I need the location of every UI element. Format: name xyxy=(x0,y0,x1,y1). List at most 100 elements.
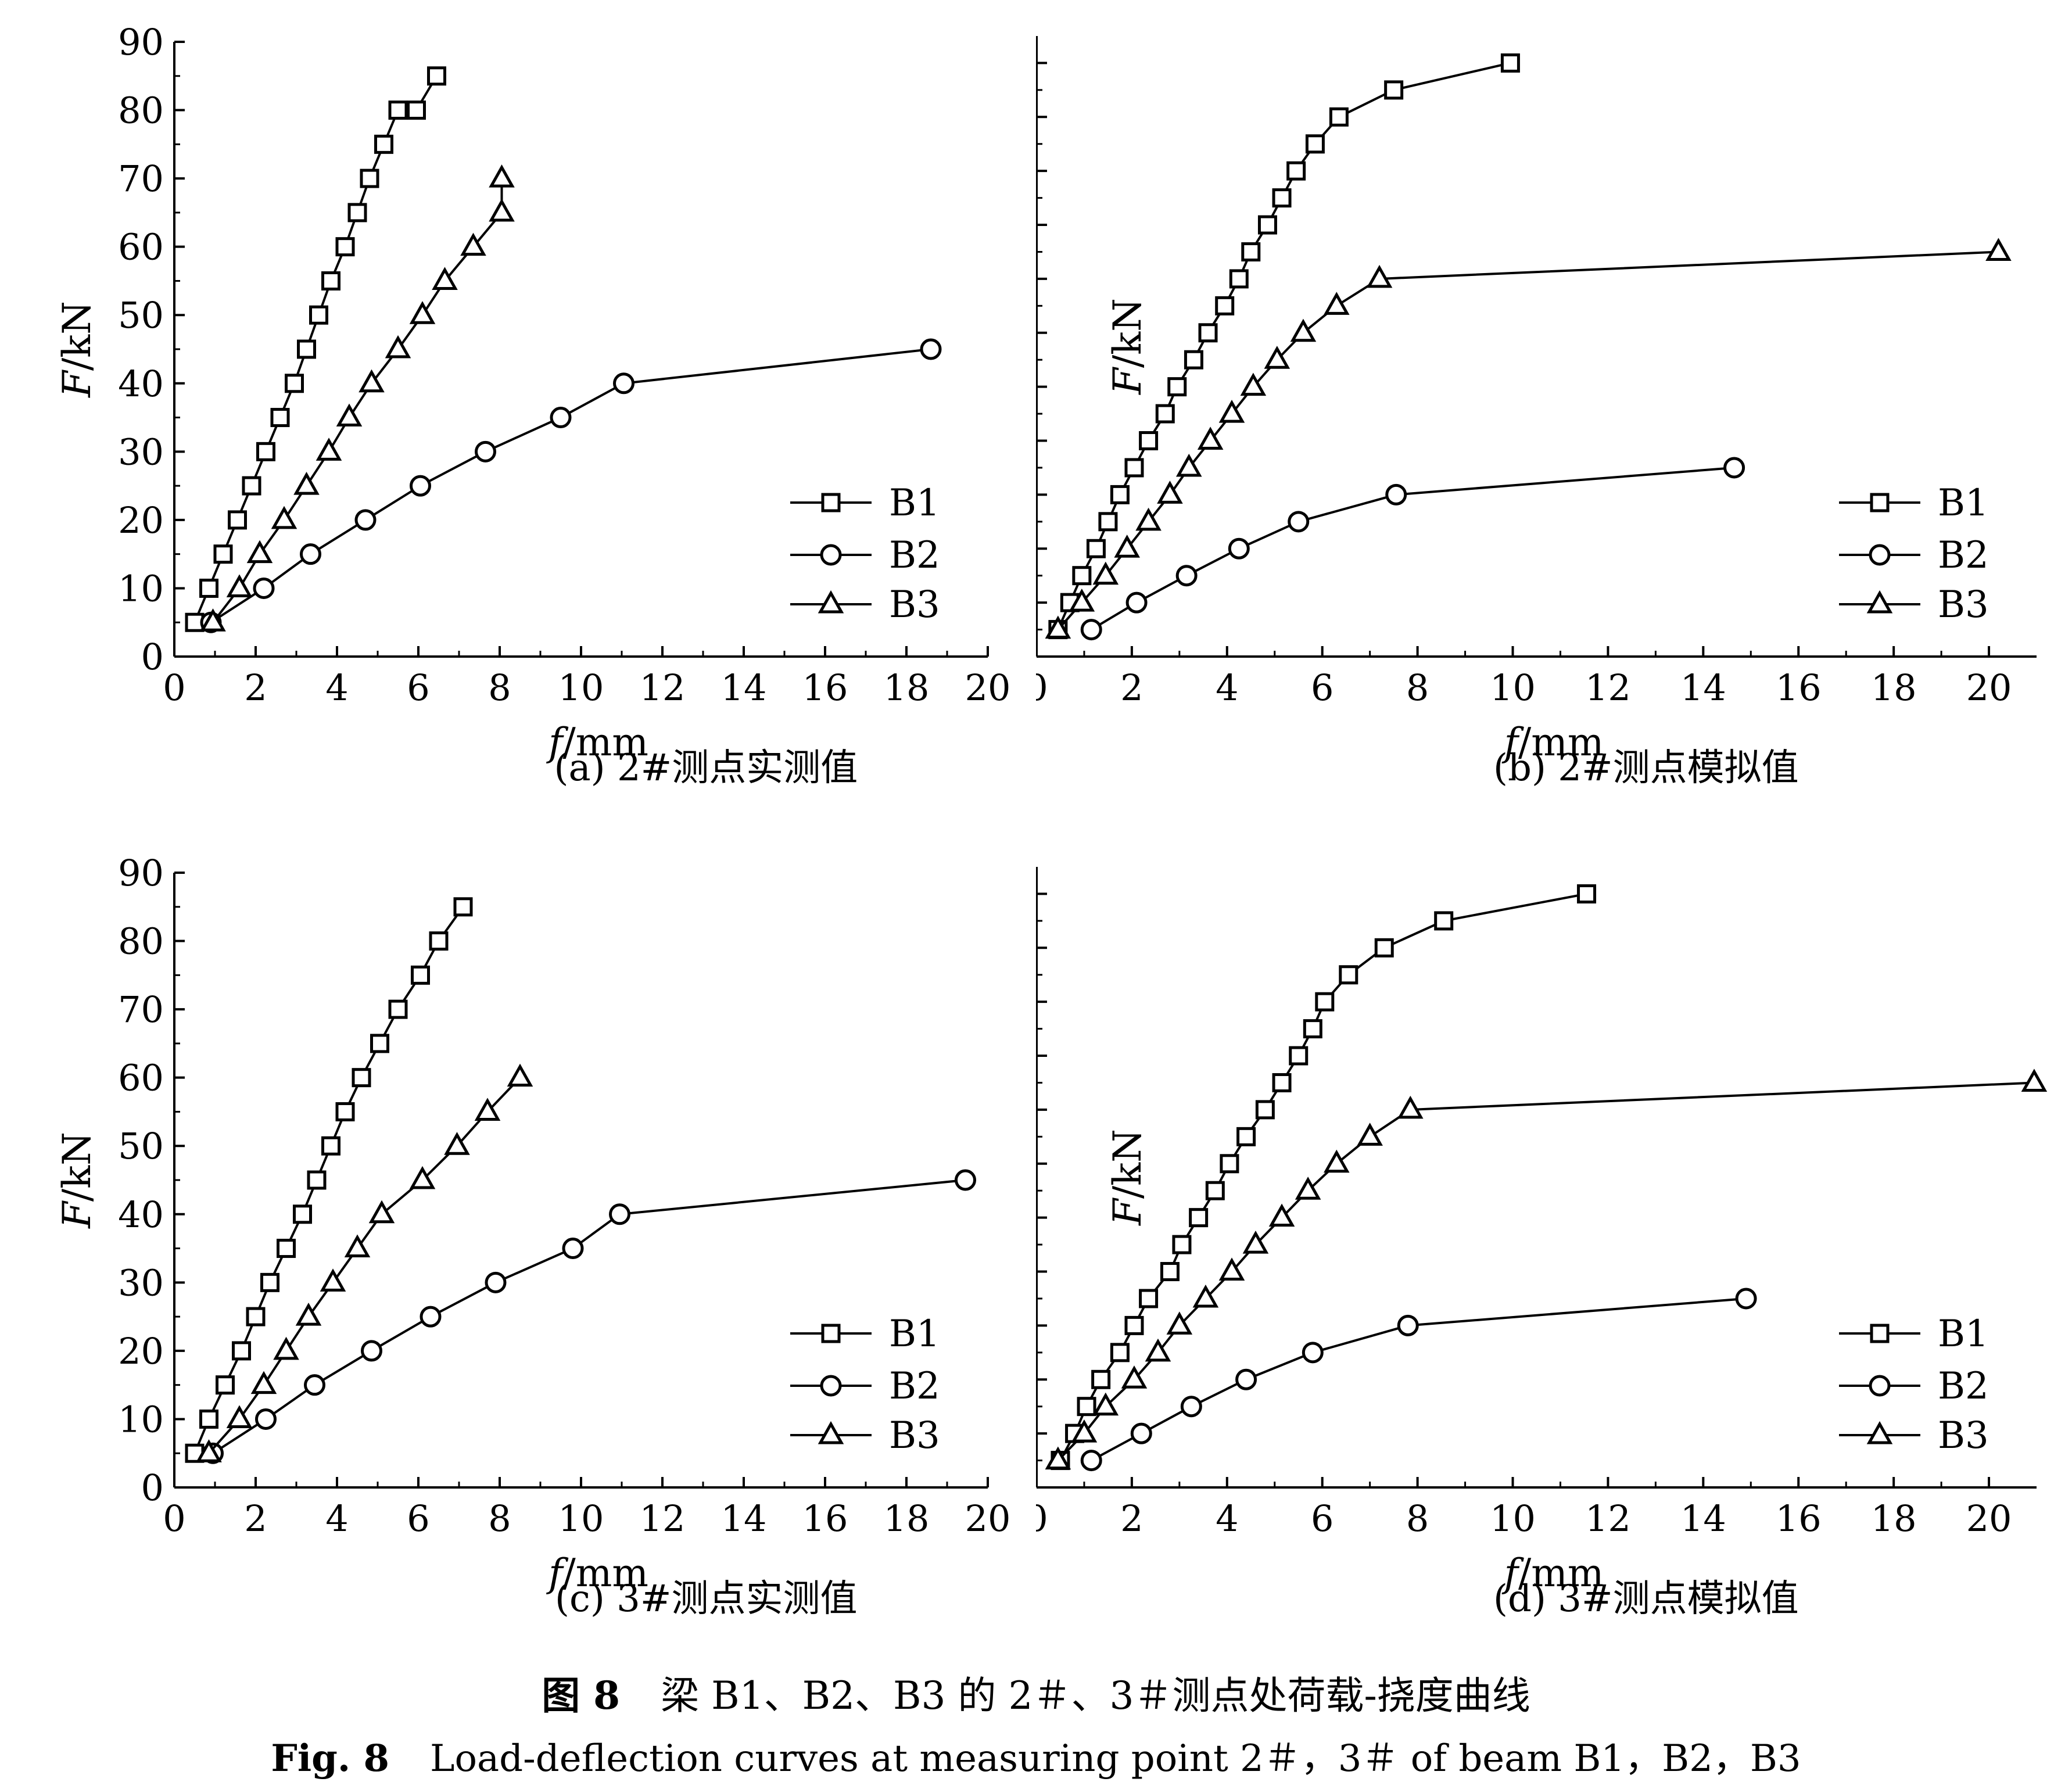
data-point-b3 xyxy=(1290,318,1317,342)
legend-label-b2: B2 xyxy=(1938,1365,1989,1408)
data-point-b1 xyxy=(1339,965,1358,985)
data-point-b1 xyxy=(1303,1019,1322,1039)
data-point-b1 xyxy=(270,408,290,428)
data-point-b1 xyxy=(1205,1181,1225,1200)
x-tick-label: 2 xyxy=(244,1497,267,1540)
y-tick-label: 80 xyxy=(118,920,164,963)
data-point-b1 xyxy=(370,1034,389,1053)
data-point-b1 xyxy=(1110,485,1130,504)
data-point-b3 xyxy=(336,403,363,427)
data-point-b3 xyxy=(1071,1419,1098,1443)
data-point-b1 xyxy=(1172,1235,1192,1254)
chart-svg-a: 0 10 20 30 40 50 60 70 80 90 0 2 4 6 8 10 12 14 16 18 20 f/mm… xyxy=(55,21,1011,765)
x-tick-label: 20 xyxy=(1966,1497,2012,1540)
data-point-b3 xyxy=(489,198,515,222)
x-tick-label: 0 xyxy=(163,1497,185,1540)
data-point-b2 xyxy=(1735,1288,1757,1310)
series-line-b2 xyxy=(1091,1297,1747,1462)
data-point-b1 xyxy=(1272,1073,1292,1092)
series-b1 xyxy=(185,897,473,1463)
legend-label-b3: B3 xyxy=(889,583,940,626)
legend-marker-b3 xyxy=(818,1421,844,1444)
data-point-b2 xyxy=(562,1238,584,1260)
data-point-b1 xyxy=(297,339,316,359)
data-point-b3 xyxy=(1295,1177,1321,1200)
data-point-b2 xyxy=(304,1374,325,1396)
legend-marker-b3 xyxy=(818,590,844,614)
series-line-b3 xyxy=(208,1077,521,1454)
x-tick-label: 20 xyxy=(965,666,1011,709)
data-point-b3 xyxy=(226,574,253,597)
data-point-b1 xyxy=(1434,911,1454,931)
figure-caption-english: Fig. 8 Load-deflection curves at measurin… xyxy=(0,1729,2072,1782)
y-axis-title-symbol: F xyxy=(55,370,99,398)
legend: B1 B2 B3 xyxy=(790,1313,940,1457)
y-tick-label: 50 xyxy=(118,294,164,336)
data-point-b2 xyxy=(300,543,321,565)
x-tick-label: 18 xyxy=(884,666,930,709)
legend-marker-b2 xyxy=(820,544,842,566)
data-point-b1 xyxy=(1236,1127,1256,1146)
data-point-b1 xyxy=(1241,242,1261,261)
data-point-b3 xyxy=(1145,1338,1171,1362)
data-point-b3 xyxy=(320,1268,346,1292)
y-tick-label: 0 xyxy=(141,1467,164,1509)
data-point-b1 xyxy=(427,66,446,86)
data-point-b1 xyxy=(374,134,393,154)
data-point-b2 xyxy=(1180,1396,1202,1418)
data-point-b1 xyxy=(1189,1208,1209,1228)
data-point-b3 xyxy=(1192,1284,1219,1308)
x-tick-label: 4 xyxy=(1216,1497,1238,1540)
y-tick-label: 20 xyxy=(118,1330,164,1372)
data-point-b3 xyxy=(1045,615,1071,639)
legend: B1 B2 B3 xyxy=(1839,482,1989,626)
series-b1 xyxy=(185,66,446,632)
data-point-b3 xyxy=(1397,1095,1424,1119)
data-point-b1 xyxy=(256,442,275,461)
chart-svg-b: 0102030405060708090100110024681012141618… xyxy=(1036,36,2037,765)
data-point-b1 xyxy=(1215,296,1235,315)
series-line-b3 xyxy=(1057,250,1999,630)
series-b3 xyxy=(1045,238,2012,639)
y-axis-title: F/kN xyxy=(55,301,99,398)
series-b3 xyxy=(200,164,515,632)
y-tick-label: 70 xyxy=(118,157,164,200)
data-point-b3 xyxy=(250,1371,277,1394)
data-point-b3 xyxy=(2021,1069,2048,1092)
data-point-b1 xyxy=(360,168,379,188)
legend-label-b2: B2 xyxy=(889,534,940,577)
data-point-b1 xyxy=(1329,107,1349,127)
legend-marker-b3 xyxy=(1866,1421,1893,1444)
data-point-b1 xyxy=(388,999,408,1019)
data-point-b3 xyxy=(1366,264,1393,288)
x-tick-label: 10 xyxy=(1490,1497,1536,1540)
data-point-b1 xyxy=(1577,884,1597,903)
x-tick-label: 0 xyxy=(163,666,185,709)
data-point-b2 xyxy=(955,1169,976,1191)
data-point-b1 xyxy=(1315,992,1335,1012)
data-point-b2 xyxy=(1235,1368,1257,1390)
x-axis-title: f/mm xyxy=(546,720,648,765)
y-axis-title-unit: /kN xyxy=(1105,1129,1150,1199)
data-point-b3 xyxy=(1268,1203,1295,1227)
x-tick-label: 16 xyxy=(1776,666,1822,709)
legend-label-b1: B1 xyxy=(1938,1313,1989,1356)
x-tick-label: 12 xyxy=(640,666,686,709)
y-tick-label: 30 xyxy=(118,431,164,473)
data-point-b1 xyxy=(1184,350,1203,370)
subcaption-d: (d) 3#测点模拟值 xyxy=(1493,1577,1799,1620)
data-point-b3 xyxy=(344,1234,371,1258)
y-axis-title: F/kN xyxy=(55,1132,99,1229)
data-point-b3 xyxy=(1175,453,1202,477)
data-point-b1 xyxy=(411,965,430,985)
y-tick-label: 40 xyxy=(118,1193,164,1236)
data-point-b1 xyxy=(1500,53,1520,73)
data-point-b2 xyxy=(920,338,942,360)
subcaption-c: (c) 3#测点实测值 xyxy=(555,1577,858,1620)
data-point-b1 xyxy=(1086,539,1106,558)
x-tick-label: 14 xyxy=(721,666,767,709)
legend-label-b2: B2 xyxy=(889,1365,940,1408)
x-tick-label: 18 xyxy=(1871,1497,1917,1540)
data-point-b3 xyxy=(409,1166,436,1189)
series-b2 xyxy=(1080,457,1745,641)
